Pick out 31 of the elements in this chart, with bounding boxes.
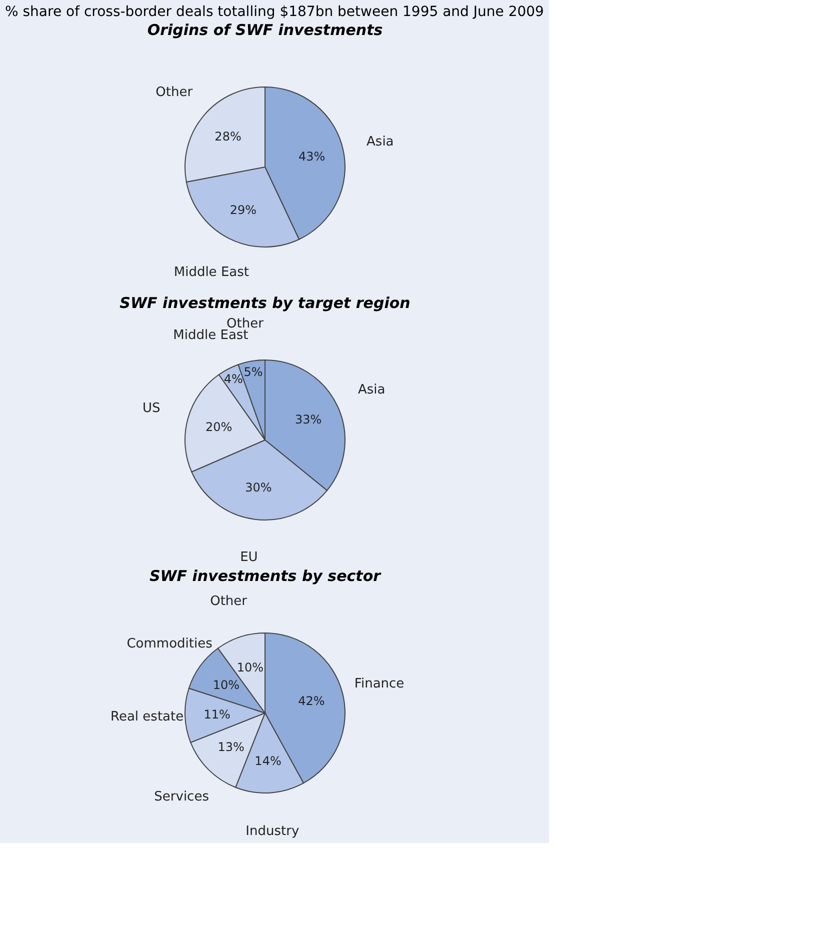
data-label: 10% (236, 660, 264, 674)
chart-title: Origins of SWF investments (147, 21, 383, 39)
slice-label: EU (240, 550, 258, 565)
slice-label: Other (210, 594, 248, 609)
slice-label: Services (154, 789, 210, 804)
slice-label: Middle East (174, 265, 249, 280)
data-label: 30% (245, 480, 272, 495)
text: % share of cross-border deals totalling $187bn between 1995 and June 2009 (5, 4, 544, 20)
data-label: 33% (295, 412, 322, 426)
chart-title: SWF investments by target region (120, 294, 410, 312)
slice-label: Industry (246, 824, 300, 839)
slice-label: Finance (354, 676, 404, 692)
slice-label: Commodities (126, 636, 213, 652)
data-label: 13% (218, 740, 244, 754)
slice-label: Real estate (110, 710, 184, 725)
slice-label: Middle East (173, 328, 248, 344)
data-label: 29% (230, 202, 257, 217)
data-label: 5% (244, 365, 263, 380)
data-label: 14% (254, 754, 282, 768)
slice-label: Asia (366, 134, 394, 150)
chart-title: SWF investments by sector (149, 567, 382, 585)
data-label: 4% (224, 372, 243, 386)
data-label: 10% (212, 678, 240, 692)
slice-label: US (142, 401, 160, 416)
slice-label: Other (156, 84, 194, 100)
data-label: 28% (214, 129, 242, 144)
data-label: 20% (205, 420, 232, 434)
data-label: 11% (204, 708, 230, 722)
data-label: 43% (298, 150, 326, 164)
slice-label: Asia (358, 382, 386, 398)
data-label: 42% (298, 694, 325, 708)
